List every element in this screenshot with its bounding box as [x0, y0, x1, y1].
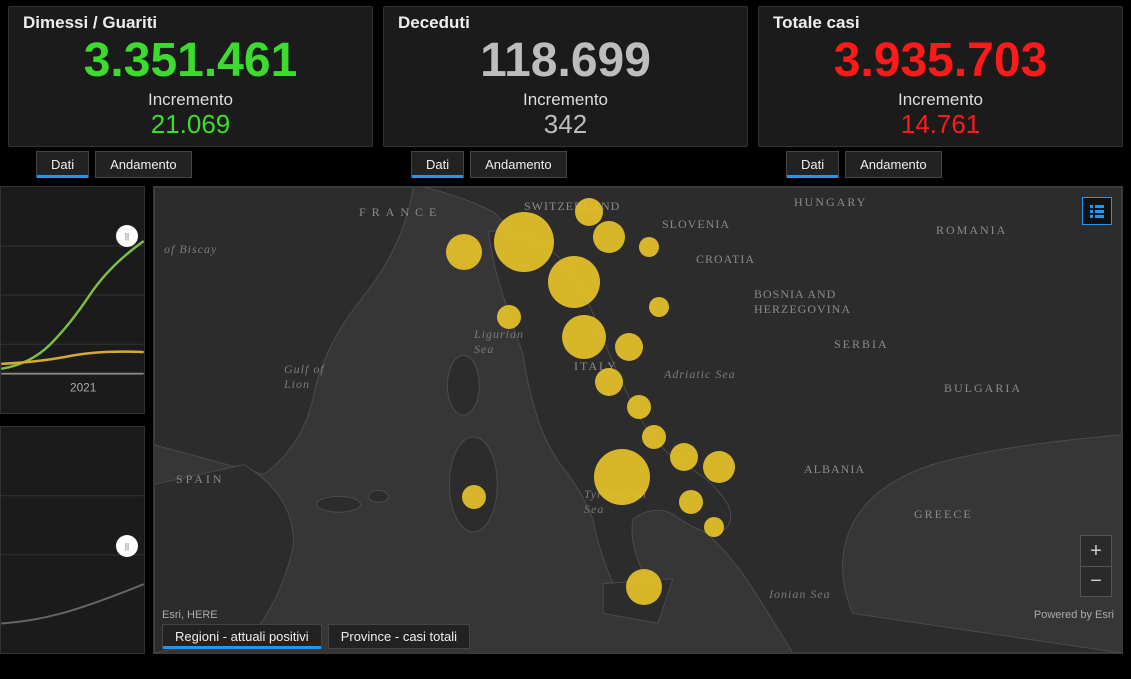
stat-value: 3.351.461 — [84, 35, 298, 88]
trend-chart-2[interactable]: || — [0, 426, 145, 654]
tab-dati[interactable]: Dati — [36, 151, 89, 178]
stat-increment-label: Incremento — [523, 90, 608, 110]
legend-button[interactable] — [1082, 197, 1112, 225]
stat-title: Totale casi — [773, 13, 860, 33]
map-bubble[interactable] — [595, 368, 623, 396]
zoom-out-button[interactable]: − — [1081, 566, 1111, 596]
stat-title: Dimessi / Guariti — [23, 13, 157, 33]
stat-increment-value: 342 — [544, 110, 587, 139]
map-bubble[interactable] — [562, 315, 606, 359]
map-bubble[interactable] — [649, 297, 669, 317]
map-bubble[interactable] — [548, 256, 600, 308]
year-label: 2021 — [70, 382, 96, 395]
zoom-in-button[interactable]: + — [1081, 536, 1111, 566]
tab-andamento[interactable]: Andamento — [845, 151, 942, 178]
map-bubble[interactable] — [627, 395, 651, 419]
map-attribution-left: Esri, HERE — [162, 609, 218, 621]
stat-card-total: Totale casi 3.935.703 Incremento 14.761 … — [758, 6, 1123, 178]
stat-increment-label: Incremento — [898, 90, 983, 110]
stats-row: Dimessi / Guariti 3.351.461 Incremento 2… — [0, 0, 1131, 178]
tab-andamento[interactable]: Andamento — [470, 151, 567, 178]
map-bubble[interactable] — [704, 517, 724, 537]
map-bubble[interactable] — [494, 212, 554, 272]
tab-dati[interactable]: Dati — [786, 151, 839, 178]
map-bubble[interactable] — [703, 451, 735, 483]
map-bubble[interactable] — [615, 333, 643, 361]
map-bubble[interactable] — [626, 569, 662, 605]
stat-increment-value: 14.761 — [901, 110, 981, 139]
map-panel[interactable]: FRANCESWITZERLANDSLOVENIAHUNGARYCROATIAB… — [153, 186, 1123, 654]
legend-icon — [1089, 203, 1105, 219]
stat-value: 3.935.703 — [834, 35, 1048, 88]
map-bubble[interactable] — [639, 237, 659, 257]
map-bubble[interactable] — [497, 305, 521, 329]
trend-chart-1[interactable]: 2021 || — [0, 186, 145, 414]
map-bubble[interactable] — [462, 485, 486, 509]
stat-value: 118.699 — [480, 35, 651, 88]
map-attribution-right: Powered by Esri — [1034, 609, 1114, 621]
map-bubble[interactable] — [594, 449, 650, 505]
map-bubble[interactable] — [593, 221, 625, 253]
map-bubble[interactable] — [575, 198, 603, 226]
stat-title: Deceduti — [398, 13, 470, 33]
map-tab-province[interactable]: Province - casi totali — [328, 624, 470, 649]
map-bubble[interactable] — [446, 234, 482, 270]
tab-andamento[interactable]: Andamento — [95, 151, 192, 178]
map-tab-regioni[interactable]: Regioni - attuali positivi — [162, 624, 322, 649]
map-bubble[interactable] — [679, 490, 703, 514]
main-row: 2021 || || — [0, 178, 1131, 654]
zoom-control: + − — [1080, 535, 1112, 597]
stat-increment-value: 21.069 — [151, 110, 231, 139]
stat-card-recovered: Dimessi / Guariti 3.351.461 Incremento 2… — [8, 6, 373, 178]
tab-dati[interactable]: Dati — [411, 151, 464, 178]
stat-increment-label: Incremento — [148, 90, 233, 110]
map-bubble[interactable] — [642, 425, 666, 449]
map-bubble[interactable] — [670, 443, 698, 471]
stat-card-deaths: Deceduti 118.699 Incremento 342 Dati And… — [383, 6, 748, 178]
sidebar-charts: 2021 || || — [0, 186, 145, 654]
